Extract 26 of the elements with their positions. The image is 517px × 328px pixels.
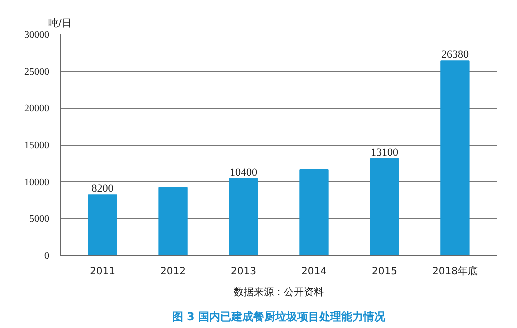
x-tick-label: 2011 [90, 266, 116, 278]
bar [88, 194, 118, 256]
x-tick-label: 2013 [231, 266, 256, 278]
bar [440, 60, 470, 256]
y-tick-label: 5000 [30, 214, 50, 226]
bar [370, 158, 400, 256]
y-tick-label: 0 [44, 251, 50, 262]
data-label: 13100 [370, 146, 399, 159]
bar [229, 178, 258, 256]
bar [158, 187, 188, 256]
data-label: 8200 [92, 183, 114, 196]
y-tick-label: 15000 [24, 140, 50, 152]
y-tick-label: 10000 [24, 177, 50, 188]
x-tick-label: 2015 [372, 266, 398, 278]
y-axis-title: 吨/日 [48, 18, 72, 30]
x-tick-label: 2018年底 [432, 266, 478, 278]
data-label: 26380 [441, 49, 470, 62]
text: 图 3 国内已建成餐厨垃圾项目处理能力情况 [172, 310, 387, 324]
x-tick-label: 2014 [302, 266, 327, 278]
y-tick-label: 25000 [24, 66, 50, 78]
y-tick-label: 30000 [24, 30, 50, 41]
bar [300, 170, 329, 256]
source-note: 数据来源：公开资料 [234, 286, 324, 298]
data-label: 10400 [230, 166, 258, 179]
x-tick-label: 2012 [160, 266, 186, 278]
y-tick-label: 20000 [24, 104, 50, 115]
